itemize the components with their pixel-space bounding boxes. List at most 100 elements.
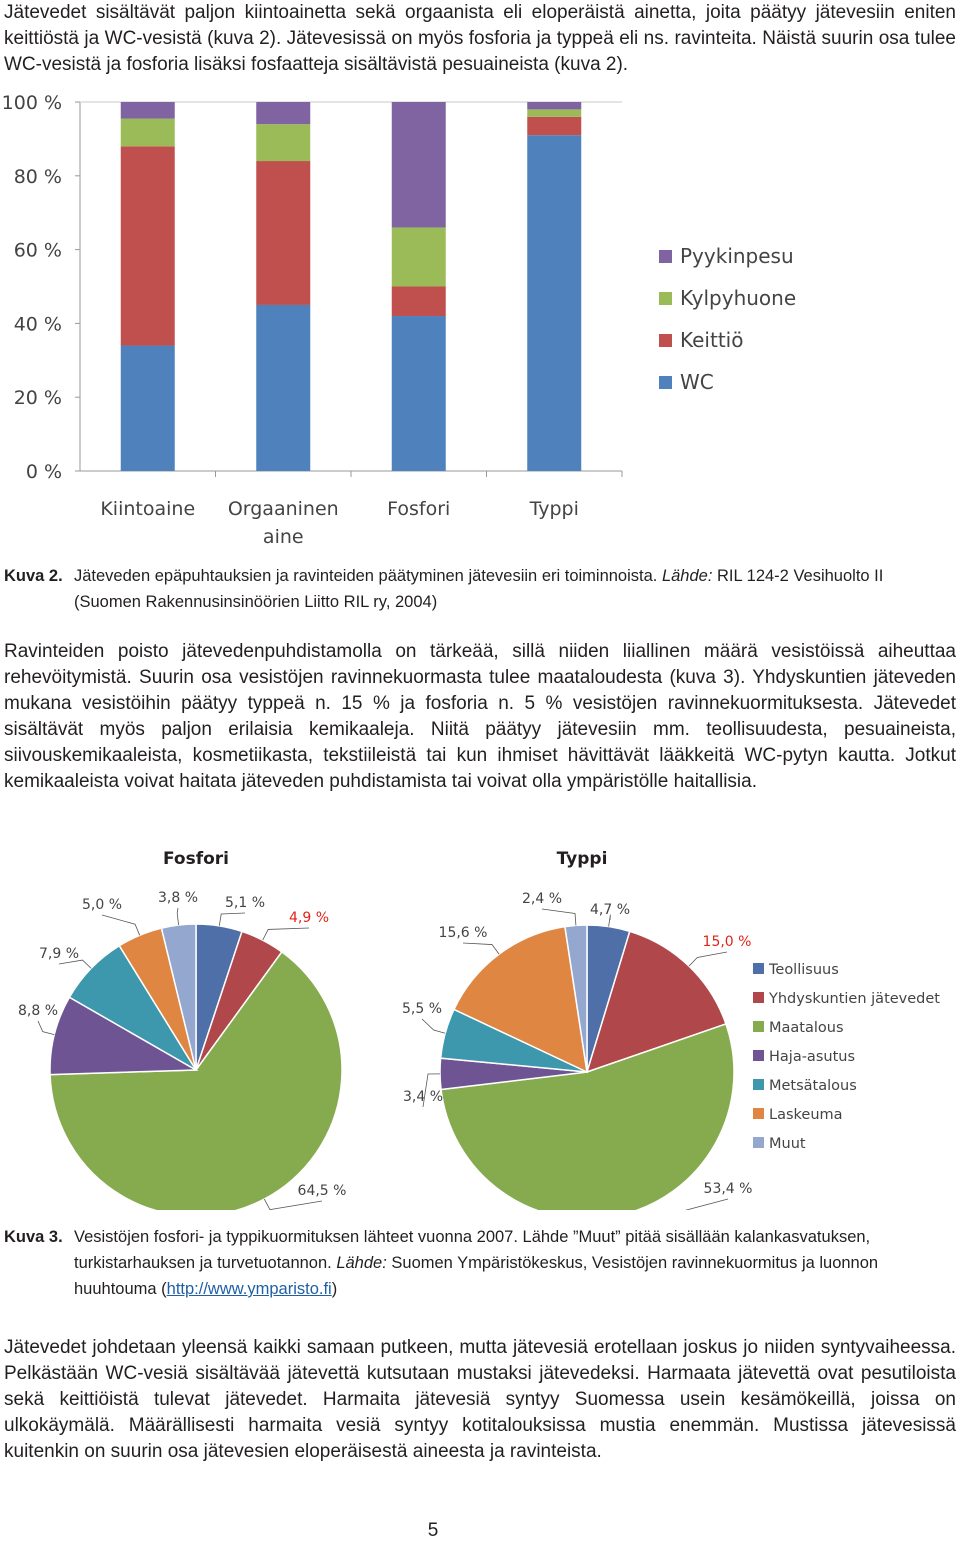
leader-line [101,914,141,936]
pie-fosfori: Fosfori 5,1 % 4,9 % 64,5 % 8,8 % 7,9 % 5,0 % 3,… [18,849,346,1210]
bar-segment [256,102,311,125]
grey-black-water-paragraph: Jätevedet johdetaan yleensä kaikki samaa… [4,1337,956,1462]
bar-segment [120,146,175,346]
figure2-source-label: Lähde: [661,567,713,585]
x-tick-label: Fosfori [387,498,450,520]
legend-swatch [659,376,672,389]
y-tick-label: 100 % [2,92,62,114]
pie-charts: Fosfori 5,1 % 4,9 % 64,5 % 8,8 % 7,9 % 5,0 % 3,… [18,849,940,1210]
figure3-label: Kuva 3. [4,1228,63,1246]
legend-swatch [753,1050,764,1061]
figure3-caption: Kuva 3. Vesistöjen fosfori- ja typpikuor… [4,1224,956,1304]
pie-title: Fosfori [163,849,229,869]
bar-segment [527,135,582,471]
legend-label: Pyykinpesu [680,244,794,268]
pie-value-label: 15,0 % [703,934,752,950]
y-tick-label: 60 % [14,240,62,262]
legend-label: Yhdyskuntien jätevedet [768,991,940,1007]
figure2-label: Kuva 2. [4,567,63,585]
y-tick-label: 80 % [14,166,62,188]
pie-value-label: 5,1 % [225,895,265,911]
bar-segment [527,102,582,110]
bar-segment [256,304,311,471]
leader-line [176,907,180,926]
legend-swatch [753,992,764,1003]
leader-line [421,1018,446,1034]
pie-value-label: 3,4 % [403,1089,443,1105]
legend-swatch [753,1079,764,1090]
legend-swatch [753,1108,764,1119]
pie-value-label: 2,4 % [522,891,562,907]
pie-slice [564,924,588,1073]
pie-typpi: Typpi 4,7 % 15,0 % 53,4 % 3,4 % 5,5 % 15,6 % 2,… [402,849,752,1210]
bar-segment [120,102,175,119]
figure2-caption-main: Jäteveden epäpuhtauksien ja ravinteiden … [74,567,662,585]
figure2-caption: Kuva 2. Jäteveden epäpuhtauksien ja ravi… [4,563,956,615]
pie-slice [49,996,199,1076]
legend-label: Keittiö [680,328,743,352]
legend-swatch [753,1137,764,1148]
ymparisto-link[interactable]: http://www.ymparisto.fi [166,1280,332,1298]
figure3-source-end: ) [331,1280,338,1298]
legend-swatch [659,250,672,263]
stacked-bar-chart: 0 % 20 % 40 % 60 % 80 % 100 % Kiintoaine Orgaa… [2,92,797,548]
legend-label: Kylpyhuone [680,286,796,310]
pie-value-label: 53,4 % [704,1181,753,1197]
figure3-caption-main: Vesistöjen fosfori- ja typpikuormituksen… [74,1228,871,1272]
x-tick-label: aine [263,526,304,548]
y-axis: 0 % 20 % 40 % 60 % 80 % 100 % [2,92,622,483]
bar-segment [256,124,311,162]
legend-swatch [659,334,672,347]
legend-swatch [753,1021,764,1032]
figure3-source-label: Lähde: [336,1254,387,1272]
legend-label: Laskeuma [769,1107,843,1123]
leader-line [541,908,577,926]
bar-segment [527,109,582,117]
pie-legend: Teollisuus Yhdyskuntien jätevedet Maatalou… [753,962,940,1152]
legend-label: Teollisuus [768,962,839,978]
intro-paragraph: Jätevedet sisältävät paljon kiintoainett… [4,2,956,75]
x-tick-label: Orgaaninen [228,498,339,520]
leader-line [218,912,246,926]
bar-segment [120,345,175,471]
pie-slice [49,950,343,1210]
legend-swatch [753,963,764,974]
pie-slice [452,925,588,1074]
x-tick-label: Typpi [529,498,579,520]
legend-label: Haja-asutus [769,1049,855,1065]
bar-legend: Pyykinpesu Kylpyhuone Keittiö WC [659,244,796,394]
pie-value-label: 64,5 % [298,1183,347,1199]
x-tick-label: Kiintoaine [100,498,195,520]
y-tick-label: 20 % [14,387,62,409]
bar-segment [391,286,446,317]
leader-line [58,959,92,969]
pie-value-label: 4,9 % [289,910,329,926]
pie-value-label: 5,0 % [82,897,122,913]
leader-line [688,951,728,967]
pie-value-label: 3,8 % [158,890,198,906]
leader-line [263,1198,323,1210]
figure3-caption-text: Vesistöjen fosfori- ja typpikuormituksen… [74,1224,954,1302]
legend-label: Maatalous [769,1020,844,1036]
pie-value-label: 8,8 % [18,1003,58,1019]
pie-value-label: 7,9 % [39,946,79,962]
pie-title: Typpi [557,849,608,869]
figure3-source-text: Suomen Ympäristökeskus, Vesistöjen ravin… [74,1254,879,1298]
legend-label: WC [680,370,714,394]
figure2-source-text: RIL 124-2 Vesihuolto II (Suomen Rakennus… [74,567,884,611]
page-number: 5 [427,1520,439,1541]
bar-segment [527,116,582,136]
legend-label: Muut [769,1136,806,1152]
bar-segment [391,227,446,287]
y-tick-label: 40 % [14,313,62,335]
y-tick-label: 0 % [26,461,62,483]
leader-line [684,1198,729,1210]
bar-segment [256,161,311,305]
pie-value-label: 4,7 % [590,902,630,918]
leader-line [462,942,500,955]
legend-label: Metsätalous [769,1078,857,1094]
legend-swatch [659,292,672,305]
pie-slice [585,930,727,1074]
figure2-caption-text: Jäteveden epäpuhtauksien ja ravinteiden … [74,563,954,615]
leader-line [608,914,611,927]
